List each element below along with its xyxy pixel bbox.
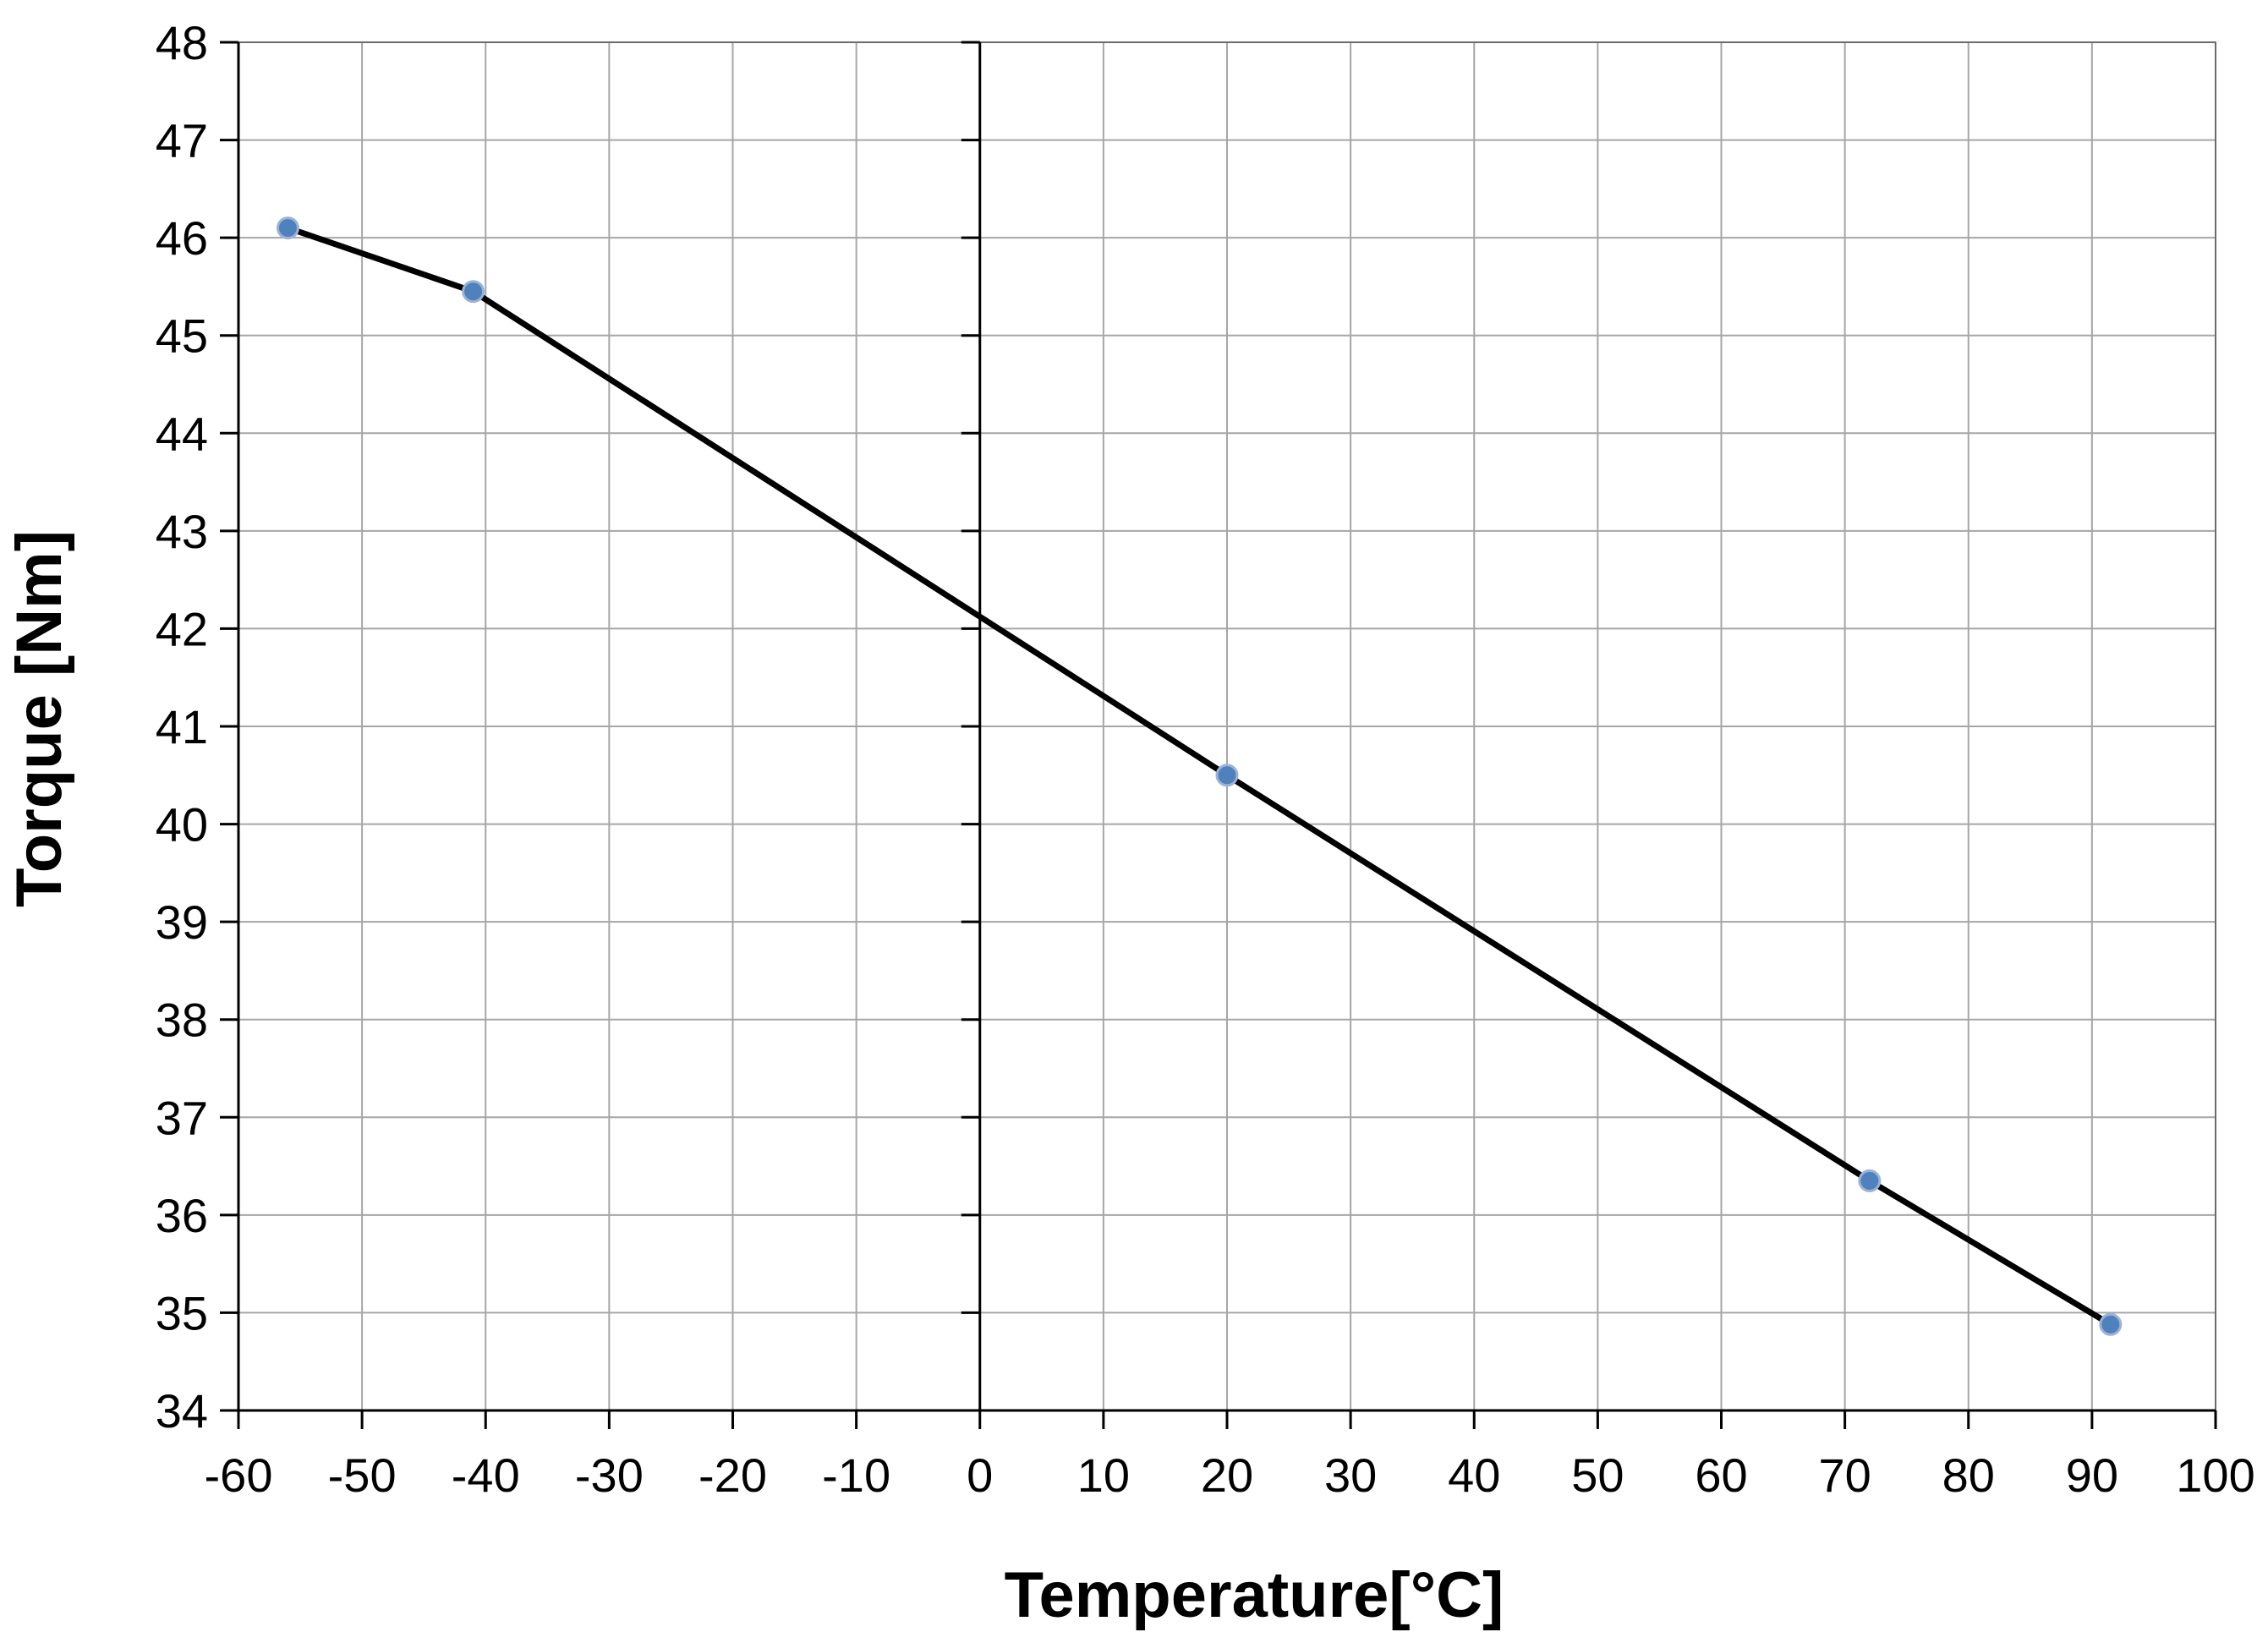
y-tick-label: 47 — [156, 114, 208, 167]
y-tick-label: 34 — [156, 1384, 208, 1438]
x-tick-label: 0 — [967, 1449, 993, 1502]
y-tick-label: 38 — [156, 994, 208, 1047]
x-tick-label: 50 — [1571, 1449, 1624, 1502]
x-tick-label: 30 — [1324, 1449, 1377, 1502]
x-tick-label: -40 — [452, 1449, 520, 1502]
y-tick-label: 45 — [156, 309, 208, 363]
x-tick-label: -20 — [698, 1449, 767, 1502]
data-point — [1215, 764, 1239, 787]
y-tick-label: 46 — [156, 211, 208, 265]
data-series — [276, 216, 2123, 1336]
tick-marks — [220, 41, 2217, 1429]
y-tick-label: 36 — [156, 1189, 208, 1242]
x-tick-label: -60 — [205, 1449, 273, 1502]
data-point — [462, 280, 485, 304]
x-tick-labels: -60 -50 -40 -30 -20 -10 0 10 20 30 40 50 60 70 80 90 100 — [205, 1449, 2255, 1502]
y-tick-label: 48 — [156, 16, 208, 69]
x-tick-label: 60 — [1695, 1449, 1747, 1502]
x-tick-label: 40 — [1448, 1449, 1500, 1502]
data-point — [1858, 1169, 1882, 1192]
x-tick-label: 100 — [2176, 1449, 2254, 1502]
y-tick-label: 42 — [156, 602, 208, 655]
x-axis-title: Temperature[°C] — [1005, 1559, 1504, 1631]
y-tick-label: 37 — [156, 1091, 208, 1144]
y-tick-label: 39 — [156, 895, 208, 949]
y-tick-label: 40 — [156, 798, 208, 852]
data-point — [276, 216, 299, 240]
x-tick-label: -50 — [328, 1449, 397, 1502]
x-tick-label: -30 — [575, 1449, 644, 1502]
grid-lines — [238, 41, 2216, 1411]
y-tick-label: 43 — [156, 505, 208, 558]
data-point — [2099, 1312, 2123, 1336]
y-tick-label: 35 — [156, 1286, 208, 1339]
y-axis-title: Torque [Nm] — [3, 530, 75, 907]
y-tick-label: 44 — [156, 407, 208, 460]
x-tick-label: 80 — [1942, 1449, 1995, 1502]
x-tick-label: 10 — [1077, 1449, 1130, 1502]
x-tick-label: -10 — [822, 1449, 890, 1502]
x-tick-label: 90 — [2066, 1449, 2118, 1502]
x-tick-label: 20 — [1201, 1449, 1253, 1502]
y-tick-label: 41 — [156, 700, 208, 753]
x-tick-label: 70 — [1818, 1449, 1871, 1502]
y-tick-labels: 34 35 36 37 38 39 40 41 42 43 44 45 46 47 48 — [156, 16, 208, 1438]
